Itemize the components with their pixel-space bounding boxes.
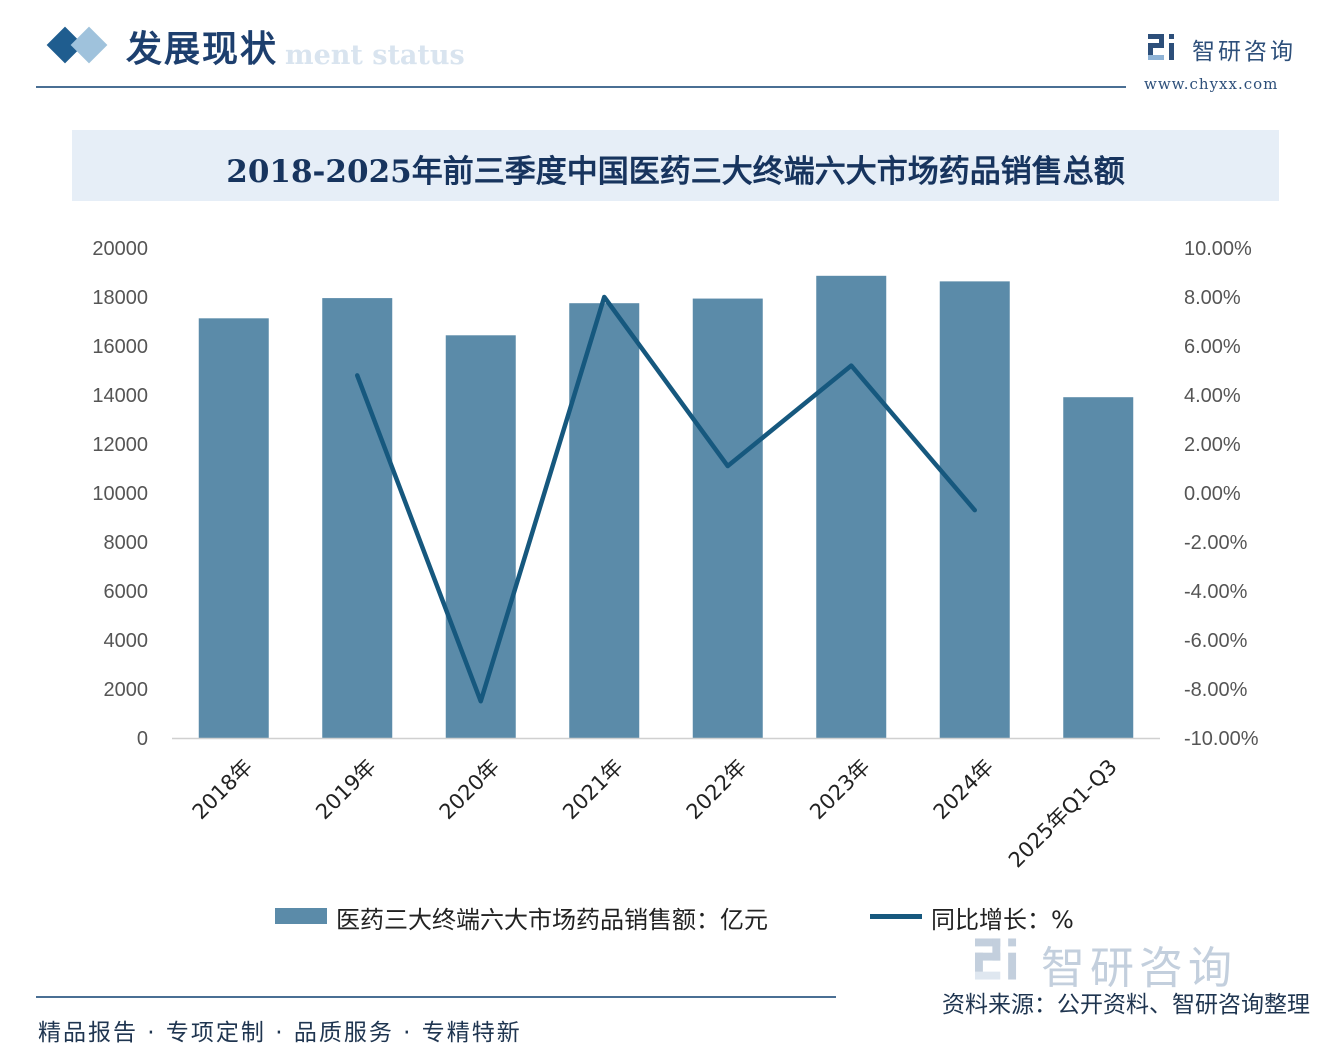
x-axis-tick-label: 2018年 bbox=[188, 755, 258, 825]
legend-bar-swatch bbox=[275, 908, 327, 924]
header: ment status 发展现状 智研咨询 www.chyxx.com bbox=[0, 0, 1340, 95]
y-axis-tick-label: 18000 bbox=[92, 287, 148, 309]
bar bbox=[322, 298, 393, 738]
bar bbox=[445, 335, 516, 738]
footer-tagline: 精品报告 · 专项定制 · 品质服务 · 专精特新 bbox=[38, 1020, 522, 1046]
bar bbox=[692, 298, 763, 738]
bar bbox=[1063, 397, 1134, 738]
combo-chart: 2000018000160001400012000100008000600040… bbox=[92, 238, 1259, 873]
y-axis-tick-label: 20000 bbox=[92, 238, 148, 260]
data-source: 资料来源：公开资料、智研咨询整理 bbox=[942, 992, 1310, 1018]
legend-line-swatch bbox=[870, 914, 922, 919]
footer-brand-logo-icon bbox=[975, 938, 1017, 980]
section-title: 发展现状 bbox=[126, 28, 279, 70]
footer-brand-name: 智研咨询 bbox=[1041, 943, 1237, 994]
chart-title-band: 2018-2025年前三季度中国医药三大终端六大市场药品销售总额 bbox=[72, 130, 1279, 201]
y-axis-tick-label: 12000 bbox=[92, 434, 148, 456]
header-divider bbox=[36, 86, 1126, 88]
y2-axis-tick-label: 4.00% bbox=[1184, 385, 1241, 407]
footer-divider bbox=[36, 996, 836, 998]
y2-axis-tick-label: 8.00% bbox=[1184, 287, 1241, 309]
brand-logo-icon bbox=[1148, 34, 1174, 60]
y-axis-tick-label: 8000 bbox=[104, 532, 149, 554]
x-axis-tick-label: 2020年 bbox=[435, 755, 505, 825]
y2-axis-tick-label: 0.00% bbox=[1184, 483, 1241, 505]
brand-logo: 智研咨询 www.chyxx.com bbox=[1142, 28, 1312, 93]
y2-axis-tick-label: -2.00% bbox=[1184, 532, 1248, 554]
y-axis-tick-label: 6000 bbox=[104, 581, 149, 603]
bar bbox=[569, 303, 640, 738]
x-axis-tick-label: 2021年 bbox=[558, 755, 628, 825]
x-axis-tick-label: 2023年 bbox=[805, 755, 875, 825]
y2-axis-tick-label: 6.00% bbox=[1184, 336, 1241, 358]
y2-axis-tick-label: 2.00% bbox=[1184, 434, 1241, 456]
y2-axis-tick-label: -6.00% bbox=[1184, 630, 1248, 652]
brand-name: 智研咨询 bbox=[1192, 39, 1296, 65]
bar bbox=[816, 275, 887, 738]
x-axis-tick-label: 2019年 bbox=[311, 755, 381, 825]
y-axis-tick-label: 14000 bbox=[92, 385, 148, 407]
legend-line-label: 同比增长：% bbox=[931, 906, 1074, 934]
y2-axis-tick-label: -10.00% bbox=[1184, 728, 1259, 750]
y-axis-tick-label: 4000 bbox=[104, 630, 149, 652]
chart-title: 2018-2025年前三季度中国医药三大终端六大市场药品销售总额 bbox=[226, 154, 1125, 190]
y-axis-tick-label: 10000 bbox=[92, 483, 148, 505]
brand-url: www.chyxx.com bbox=[1144, 75, 1279, 93]
bar bbox=[198, 318, 269, 738]
y-axis-tick-label: 2000 bbox=[104, 679, 149, 701]
header-diamond-icon bbox=[46, 26, 114, 64]
y2-axis-tick-label: -4.00% bbox=[1184, 581, 1248, 603]
legend-bar-label: 医药三大终端六大市场药品销售额：亿元 bbox=[336, 906, 768, 934]
y2-axis-tick-label: -8.00% bbox=[1184, 679, 1248, 701]
y2-axis-tick-label: 10.00% bbox=[1184, 238, 1252, 260]
x-axis-tick-label: 2022年 bbox=[682, 755, 752, 825]
section-subtitle-ghost: ment status bbox=[285, 40, 465, 71]
x-axis-tick-label: 2025年Q1-Q3 bbox=[1004, 755, 1122, 873]
footer-brand-logo: 智研咨询 bbox=[975, 932, 1305, 994]
y-axis-tick-label: 0 bbox=[137, 728, 148, 750]
growth-line bbox=[355, 294, 977, 704]
x-axis-tick-label: 2024年 bbox=[929, 755, 999, 825]
chart-legend: 医药三大终端六大市场药品销售额：亿元 同比增长：% bbox=[0, 896, 1340, 936]
y-axis-tick-label: 16000 bbox=[92, 336, 148, 358]
